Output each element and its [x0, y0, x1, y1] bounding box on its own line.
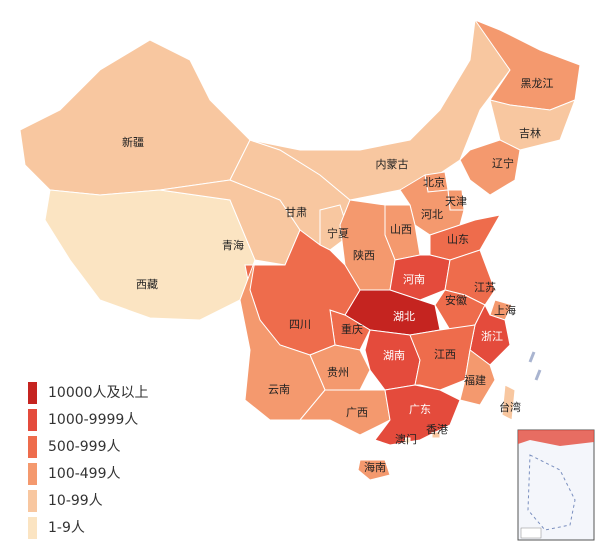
province-label: 河南	[403, 273, 425, 286]
legend-swatch	[28, 409, 37, 431]
province-label: 重庆	[341, 322, 363, 336]
legend-label: 100-499人	[48, 466, 121, 482]
province-label: 河北	[421, 208, 443, 221]
legend-label: 10000人及以上	[48, 385, 149, 401]
legend-swatch	[28, 463, 37, 485]
province-label: 宁夏	[327, 226, 349, 240]
province-label: 安徽	[445, 293, 467, 307]
province-label: 浙江	[481, 330, 503, 343]
province-label: 澳门	[395, 432, 417, 446]
province-label: 贵州	[327, 366, 349, 379]
province-label: 辽宁	[492, 156, 514, 170]
province-label: 海南	[364, 460, 386, 474]
province	[431, 431, 441, 439]
province	[239, 259, 326, 421]
legend-label: 1-9人	[48, 520, 85, 536]
province	[357, 459, 391, 481]
south-sea-inset	[517, 429, 595, 541]
province	[459, 139, 521, 196]
taiwan-strait-dashes	[528, 351, 542, 381]
province-label: 湖北	[393, 310, 415, 323]
province-label: 甘肃	[285, 206, 307, 219]
province-label: 江西	[434, 348, 456, 361]
legend-swatch	[28, 382, 37, 404]
province-label: 福建	[464, 373, 486, 387]
province-label: 西藏	[136, 278, 158, 291]
legend-label: 1000-9999人	[48, 412, 138, 428]
province	[44, 189, 256, 321]
province-label: 黑龙江	[521, 77, 554, 90]
province-label: 青海	[222, 238, 244, 252]
province-label: 山西	[390, 223, 412, 236]
province-label: 台湾	[499, 400, 521, 414]
legend-swatch	[28, 517, 37, 539]
provinces	[19, 18, 581, 481]
province-label: 上海	[494, 303, 516, 317]
province-label: 广西	[346, 406, 368, 419]
province	[409, 324, 476, 391]
province-label: 陕西	[353, 248, 375, 262]
province	[501, 384, 516, 421]
legend-swatch	[28, 490, 37, 512]
province-label: 广东	[409, 403, 431, 416]
province-label: 内蒙古	[376, 157, 409, 171]
legend: 10000人及以上 1000-9999人 500-999人 100-499人 10-99…	[28, 382, 149, 539]
province	[404, 437, 411, 444]
legend-swatch	[28, 436, 37, 458]
province	[298, 389, 391, 436]
province	[19, 39, 251, 196]
province-label: 香港	[426, 423, 448, 436]
province-label: 天津	[445, 195, 467, 208]
legend-label: 500-999人	[48, 439, 121, 455]
province-label: 四川	[289, 318, 311, 331]
province-label: 江苏	[474, 281, 496, 294]
legend-label: 10-99人	[48, 493, 103, 509]
province-label: 湖南	[383, 349, 405, 362]
province-label: 吉林	[519, 126, 541, 140]
province-label: 云南	[268, 383, 290, 396]
province-label: 新疆	[122, 135, 144, 149]
province-label: 山东	[447, 233, 469, 246]
province-label: 北京	[423, 175, 445, 189]
